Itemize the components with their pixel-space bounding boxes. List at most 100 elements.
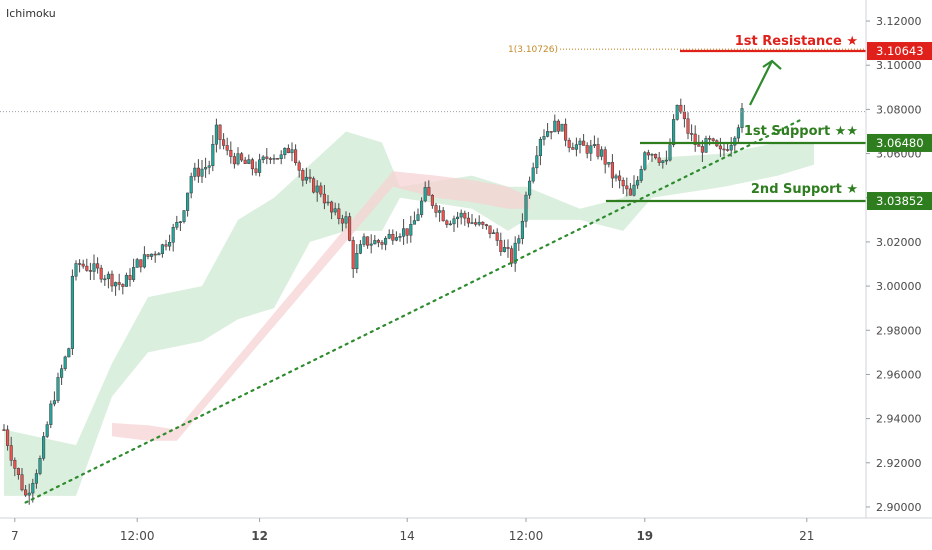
candle-body	[729, 144, 733, 151]
candle-body	[182, 210, 186, 222]
candle-body	[621, 180, 625, 187]
candle-body	[459, 212, 463, 218]
candle-body	[297, 162, 301, 171]
candle-body	[247, 159, 251, 164]
candle-body	[600, 149, 604, 157]
projection-arrow-head	[762, 59, 782, 70]
candle-body	[686, 118, 690, 134]
candle-body	[178, 221, 182, 223]
candle-body	[42, 436, 46, 459]
candle-body	[510, 248, 514, 264]
candle-body	[402, 228, 406, 237]
support-2-price-badge-bg	[867, 192, 932, 211]
candle-body	[114, 282, 118, 287]
candle-body	[499, 240, 503, 252]
support-2-label: 2nd Support ★	[751, 182, 858, 197]
candle-body	[308, 176, 312, 179]
candle-body	[661, 160, 665, 163]
candle-body	[240, 153, 244, 161]
candle-body	[549, 131, 553, 133]
candle-body	[589, 145, 593, 154]
candle-body	[592, 144, 596, 146]
candle-body	[279, 154, 283, 160]
candle-body	[340, 218, 344, 224]
candle-body	[319, 185, 323, 195]
candle-body	[142, 254, 146, 268]
candle-body	[294, 149, 298, 164]
candle-body	[38, 458, 42, 474]
candle-body	[722, 148, 726, 151]
x-tick-label: 12:00	[120, 529, 155, 543]
candle-body	[189, 176, 193, 194]
candle-body	[261, 156, 265, 161]
candle-body	[693, 133, 697, 145]
candle-body	[398, 236, 402, 238]
candle-body	[153, 253, 157, 256]
candle-body	[488, 225, 492, 234]
support-2-price-badge-text: 3.03852	[876, 194, 924, 208]
candle-body	[376, 240, 380, 243]
candle-body	[358, 244, 362, 254]
candle-body	[322, 193, 326, 204]
candle-body	[567, 140, 571, 148]
candle-body	[618, 175, 622, 181]
candle-body	[441, 210, 445, 222]
candle-body	[63, 356, 67, 369]
candle-body	[506, 247, 510, 249]
time-axis[interactable]: 7 12:00 12 14 12:00 19 21	[11, 518, 814, 543]
price-axis[interactable]: 3.120003.100003.080003.060003.040003.020…	[866, 15, 922, 514]
candle-body	[20, 474, 24, 491]
candle-body	[538, 138, 542, 156]
candle-body	[16, 468, 20, 475]
candle-body	[384, 237, 388, 245]
candle-body	[556, 120, 560, 132]
candle-body	[250, 159, 254, 170]
candle-body	[718, 145, 722, 150]
candle-body	[326, 201, 330, 204]
candle-body	[668, 144, 672, 161]
candle-body	[574, 144, 578, 150]
candle-body	[517, 238, 521, 244]
candle-body	[664, 159, 668, 162]
candle-body	[585, 145, 589, 154]
candle-body	[121, 284, 125, 287]
candle-body	[682, 111, 686, 120]
candle-body	[243, 159, 247, 164]
candle-body	[333, 208, 337, 213]
candle-body	[96, 263, 100, 269]
candle-body	[654, 153, 658, 159]
annotations: 1(3.10726) 1st Resistance ★ 1st Support ★★…	[0, 34, 866, 504]
candle-body	[434, 205, 438, 213]
candle-body	[168, 241, 172, 247]
candle-body	[186, 192, 190, 211]
y-tick-label: 2.98000	[876, 324, 922, 337]
candle-body	[636, 180, 640, 186]
candle-body	[146, 254, 150, 257]
candle-body	[348, 216, 352, 241]
candle-body	[211, 143, 215, 166]
candle-body	[132, 267, 136, 280]
candle-body	[704, 138, 708, 153]
candle-body	[726, 149, 730, 151]
candle-body	[218, 124, 222, 140]
indicator-label[interactable]: Ichimoku	[6, 7, 56, 20]
candle-body	[495, 232, 499, 241]
candle-body	[70, 275, 74, 349]
candle-body	[528, 180, 532, 196]
candle-body	[337, 208, 341, 219]
cloud-bullish	[4, 131, 814, 496]
candle-body	[34, 473, 38, 484]
candle-body	[103, 278, 107, 281]
candle-body	[160, 244, 164, 254]
resistance-label: 1st Resistance ★	[735, 34, 858, 49]
candle-body	[110, 273, 114, 287]
candle-body	[477, 221, 481, 225]
candle-body	[657, 157, 661, 163]
candle-body	[92, 263, 96, 272]
candle-body	[427, 187, 431, 196]
candle-body	[700, 146, 704, 153]
candle-body	[470, 222, 474, 224]
candle-body	[283, 148, 287, 156]
